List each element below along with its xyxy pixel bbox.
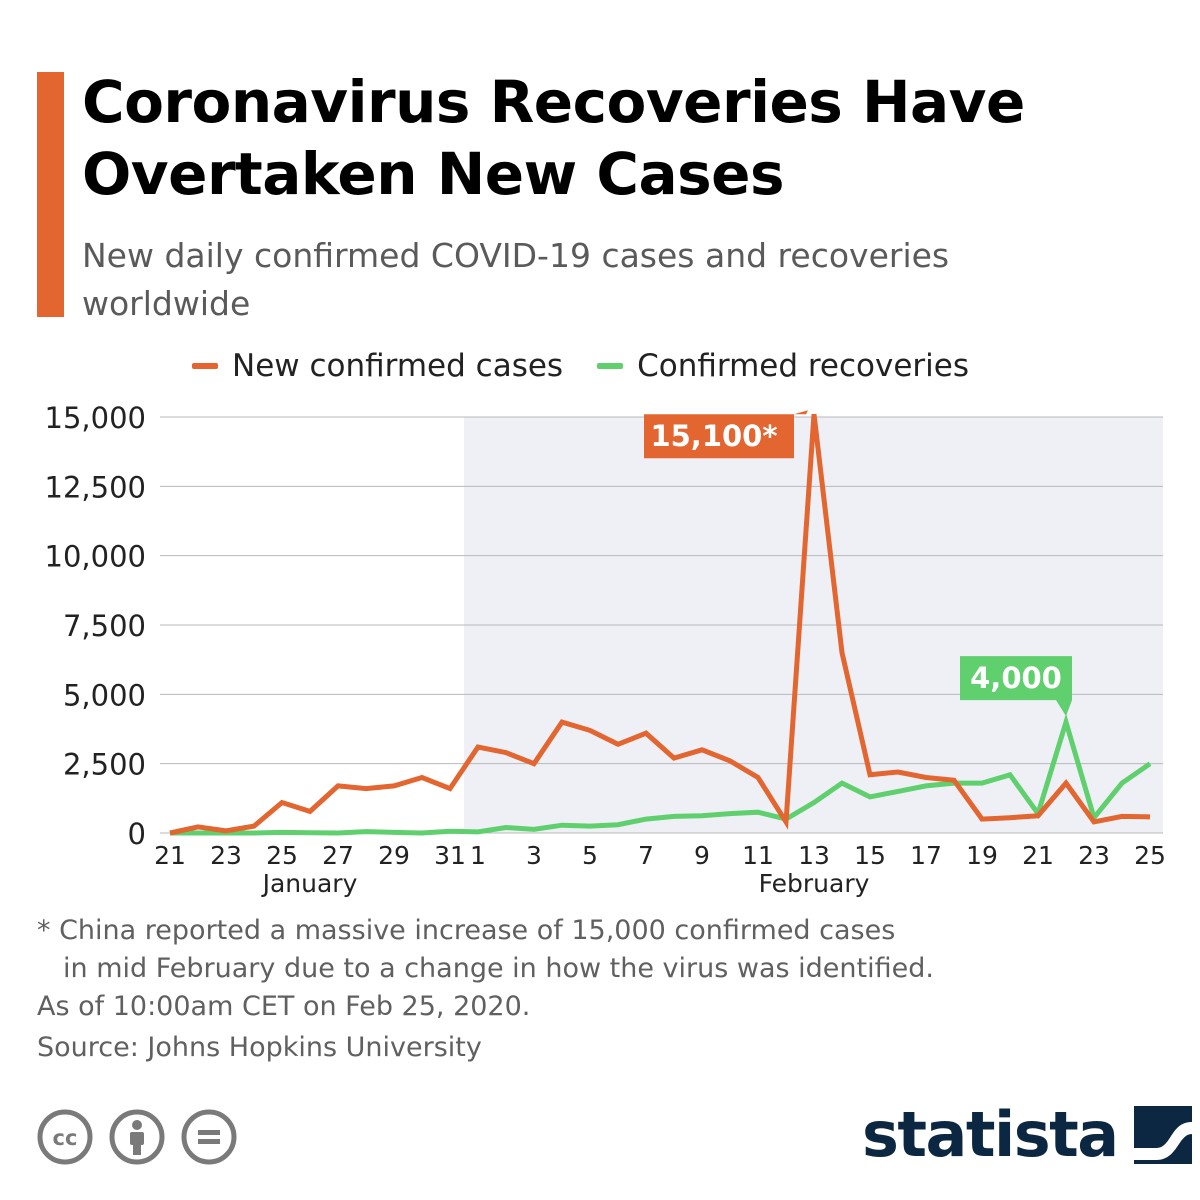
x-tick-label: 17 xyxy=(910,841,942,870)
y-tick-label: 15,000 xyxy=(45,401,146,435)
chart-title: Coronavirus Recoveries Have Overtaken Ne… xyxy=(82,68,1025,208)
legend-item-recoveries: Confirmed recoveries xyxy=(597,348,969,384)
x-tick-label: 11 xyxy=(742,841,774,870)
legend-label-recoveries: Confirmed recoveries xyxy=(637,348,970,384)
brand-wordmark: statista xyxy=(862,1098,1119,1171)
x-tick-label: 23 xyxy=(1078,841,1110,870)
series-line-recoveries xyxy=(170,713,1152,836)
chart-subtitle: New daily confirmed COVID-19 cases and r… xyxy=(82,236,950,323)
x-tick-label: 3 xyxy=(526,841,542,870)
x-tick-label: 21 xyxy=(154,841,186,870)
x-tick-label: 5 xyxy=(582,841,598,870)
x-tick-label: 21 xyxy=(1022,841,1054,870)
legend-swatch-cases xyxy=(192,363,218,369)
callout-box-cases xyxy=(644,410,808,459)
y-tick-label: 5,000 xyxy=(63,678,146,712)
y-tick-label: 12,500 xyxy=(45,470,146,504)
no-derivatives-icon[interactable] xyxy=(180,1108,238,1166)
x-tick-label: 15 xyxy=(854,841,886,870)
chart-legend: New confirmed cases Confirmed recoveries xyxy=(192,348,1003,384)
x-tick-label: 29 xyxy=(378,841,410,870)
x-tick-label: 19 xyxy=(966,841,998,870)
callout-label-recoveries: 4,000 xyxy=(970,661,1062,695)
x-tick-label: 23 xyxy=(210,841,242,870)
x-tick-label: 25 xyxy=(266,841,298,870)
series-line-cases xyxy=(169,413,1151,836)
x-group-label: February xyxy=(759,869,870,898)
callout-label-cases: 15,100* xyxy=(650,419,777,453)
x-tick-label: 1 xyxy=(470,841,486,870)
y-tick-label: 0 xyxy=(128,817,146,851)
x-group-label: January xyxy=(261,869,358,898)
legend-label-cases: New confirmed cases xyxy=(232,348,564,384)
svg-text:cc: cc xyxy=(53,1126,78,1150)
x-tick-label: 9 xyxy=(694,841,710,870)
legend-swatch-recoveries xyxy=(597,363,624,369)
license-icons: cc xyxy=(36,1108,252,1166)
footnote-line-2: in mid February due to a change in how t… xyxy=(63,953,934,984)
title-accent-bar xyxy=(37,72,64,317)
x-tick-label: 31 xyxy=(434,841,466,870)
y-tick-label: 10,000 xyxy=(45,540,146,574)
legend-item-cases: New confirmed cases xyxy=(192,348,563,384)
y-tick-label: 2,500 xyxy=(63,748,146,782)
x-tick-label: 7 xyxy=(638,841,654,870)
attribution-icon[interactable] xyxy=(108,1108,166,1166)
statista-mark-icon xyxy=(1133,1105,1192,1164)
callout-box-recoveries xyxy=(960,656,1072,717)
line-chart: 0 2,500 5,000 7,500 10,000 12,500 15,000 21 23 25… xyxy=(45,401,1166,898)
footnote-line-3: As of 10:00am CET on Feb 25, 2020. xyxy=(37,991,531,1022)
source-note: Source: Johns Hopkins University xyxy=(37,1032,482,1063)
x-tick-label: 27 xyxy=(322,841,354,870)
x-tick-label: 25 xyxy=(1134,841,1166,870)
y-tick-label: 7,500 xyxy=(63,609,146,643)
footnote: * China reported a massive increase of 1… xyxy=(37,912,1037,1026)
x-tick-label: 13 xyxy=(798,841,830,870)
statista-logo[interactable]: statista xyxy=(862,1098,1194,1171)
footnote-line-1: * China reported a massive increase of 1… xyxy=(37,915,896,946)
creative-commons-icon[interactable]: cc xyxy=(36,1108,94,1166)
